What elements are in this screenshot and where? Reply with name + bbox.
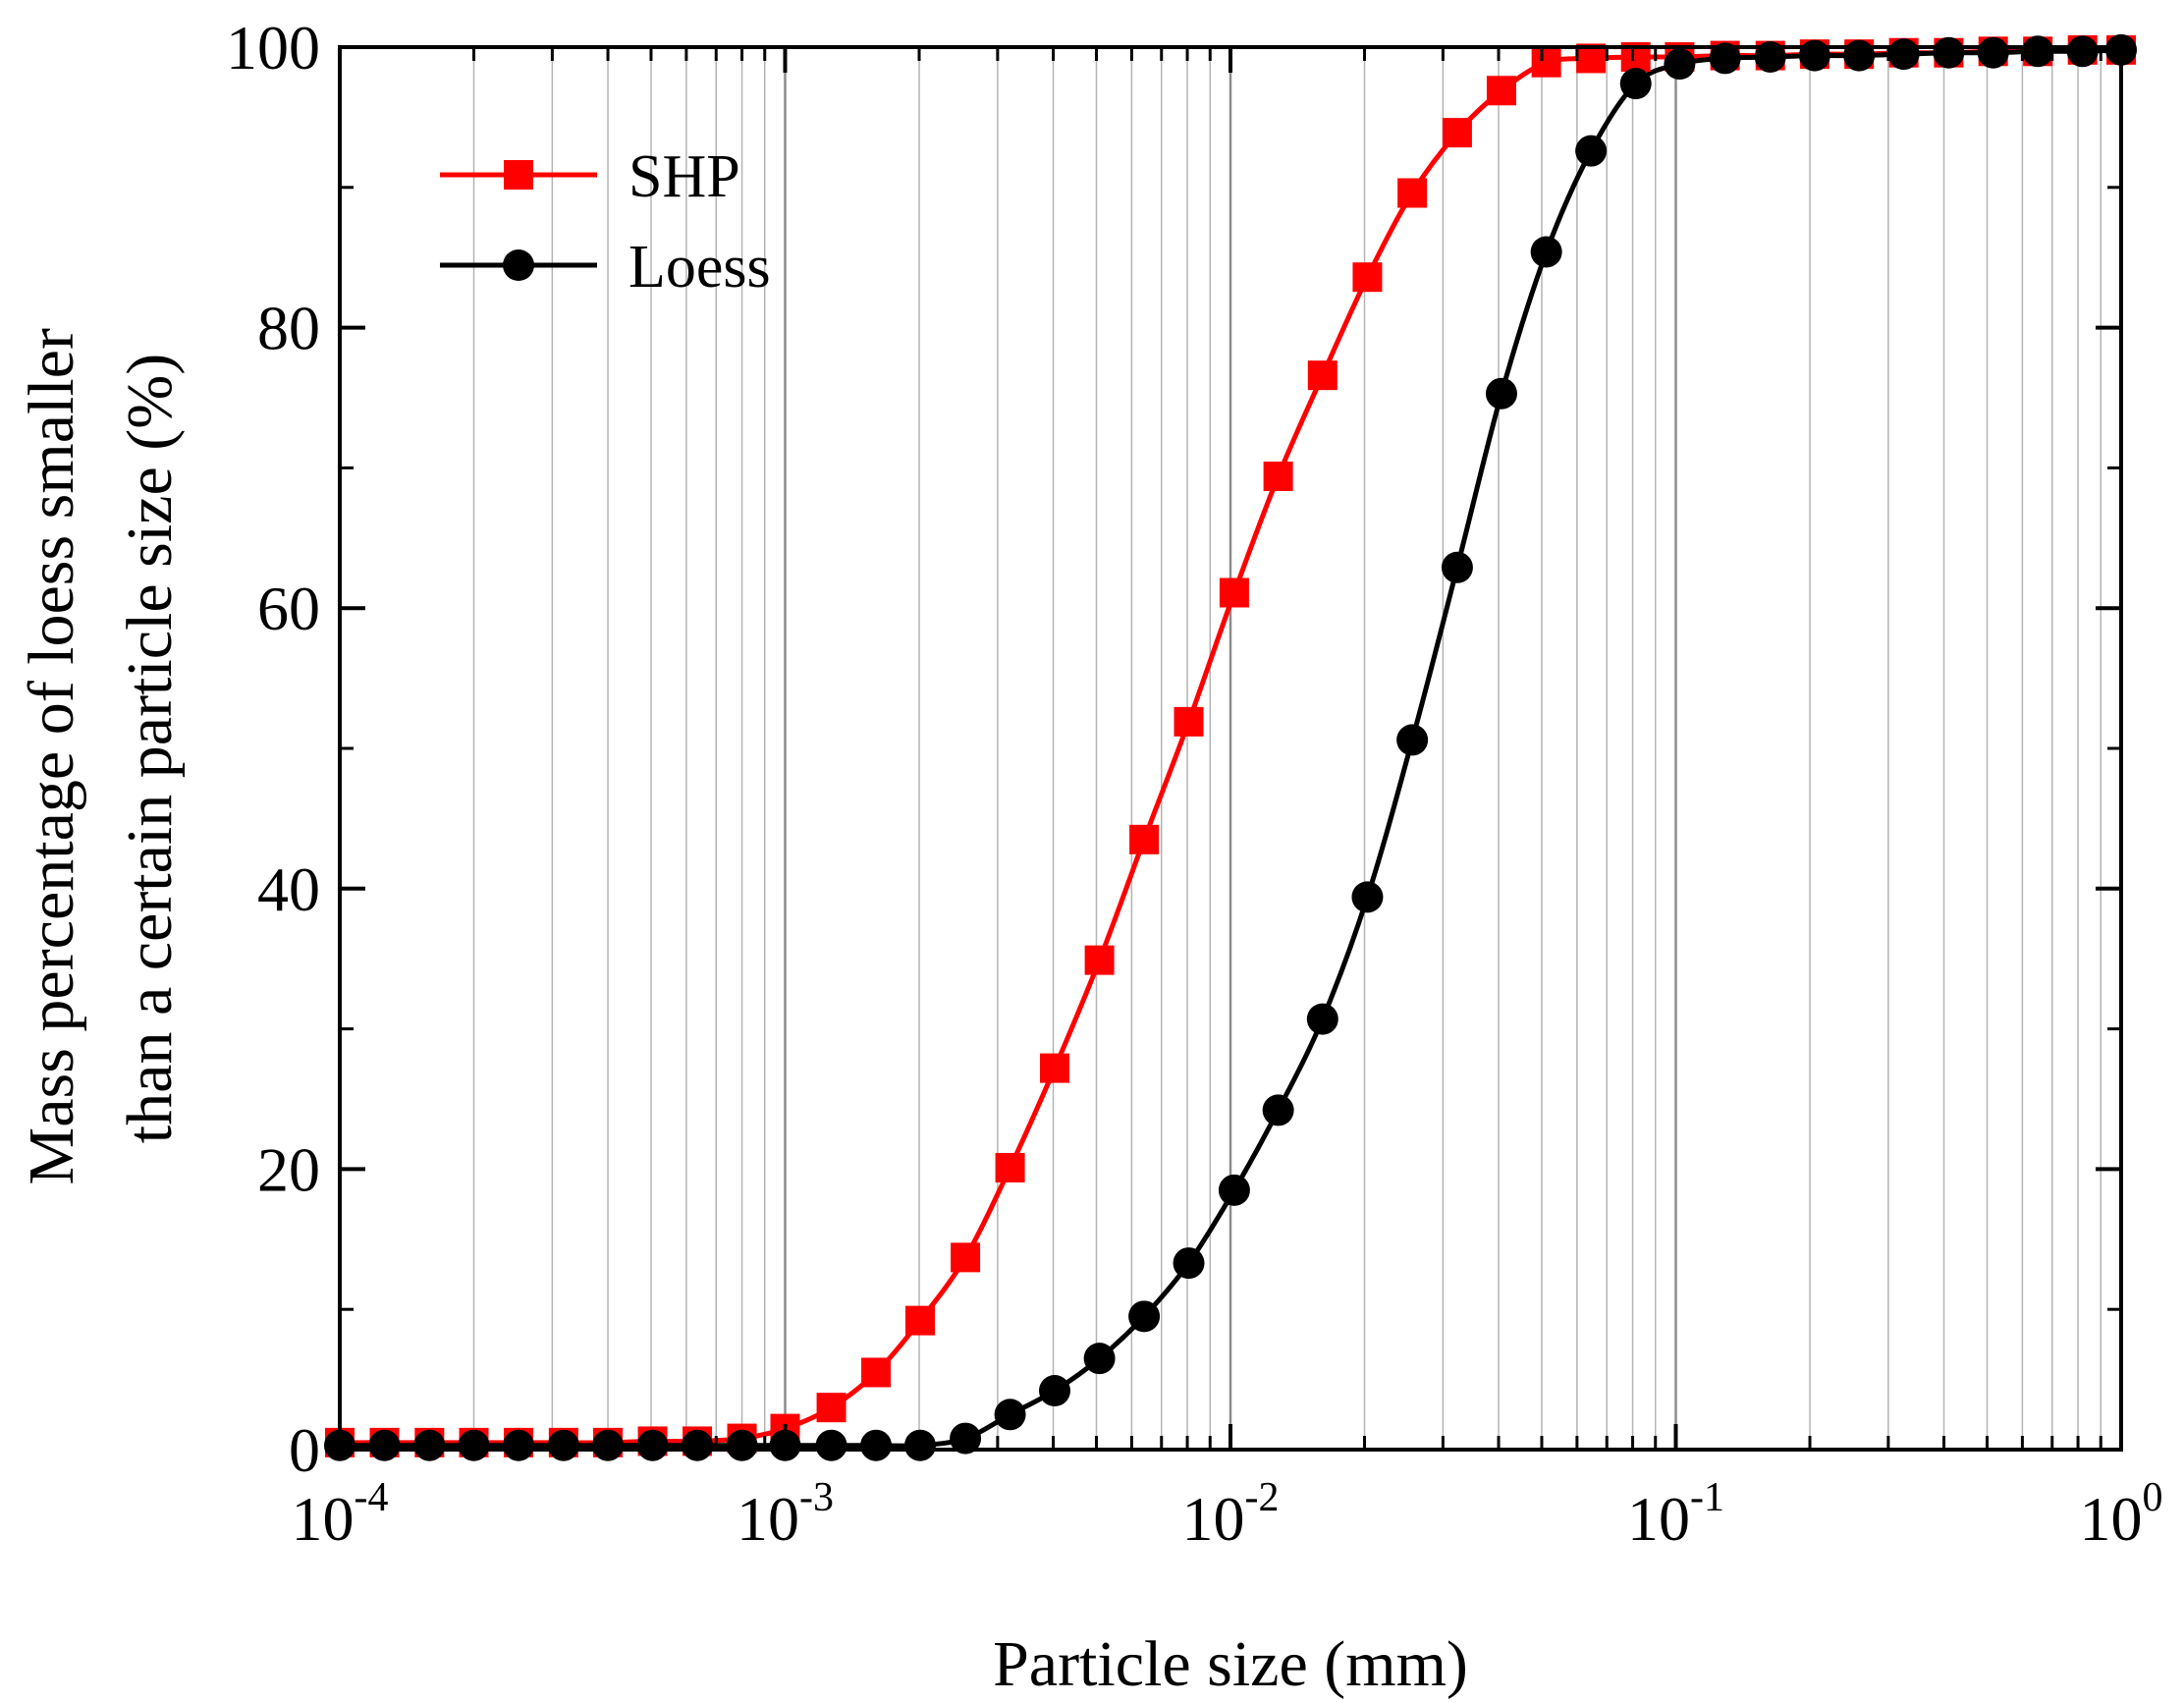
loess-point <box>1351 881 1384 913</box>
loess-point <box>1441 551 1473 583</box>
loess-point <box>1664 48 1696 81</box>
axis-ticks <box>338 45 2123 1452</box>
x-tick-label-base: 10 <box>2080 1484 2143 1554</box>
shp-point <box>951 1242 981 1273</box>
y-axis-title: Mass percentage of loess smaller than a … <box>16 312 186 1185</box>
shp-point <box>1040 1053 1070 1083</box>
loess-point <box>503 1429 535 1461</box>
legend: SHP Loess <box>440 143 771 301</box>
shp-point <box>1129 824 1160 854</box>
shp-point <box>904 1305 935 1336</box>
shp-point <box>861 1357 892 1388</box>
shp-point <box>1219 577 1249 608</box>
y-tick-labels: 0 20 40 60 80 100 <box>226 13 320 1485</box>
loess-point <box>950 1422 982 1455</box>
y-tick-label: 20 <box>257 1134 320 1204</box>
loess-point <box>1977 36 2009 69</box>
loess-point <box>1575 135 1608 167</box>
shp-point <box>1397 178 1428 208</box>
x-tick-label-exponent: 0 <box>2143 1475 2163 1520</box>
loess-point <box>413 1429 446 1461</box>
loess-point <box>547 1429 579 1461</box>
loess-point <box>1843 39 1876 72</box>
shp-point <box>1174 706 1204 737</box>
x-tick-label-base: 10 <box>1627 1484 1690 1554</box>
shp-point <box>995 1152 1025 1182</box>
shp-point <box>816 1393 846 1423</box>
loess-point <box>1396 724 1429 756</box>
loess-point <box>860 1429 893 1461</box>
y-tick-label: 80 <box>257 294 320 363</box>
loess-point <box>1709 42 1741 75</box>
loess-point <box>636 1429 669 1461</box>
shp-point <box>1352 262 1383 293</box>
shp-point <box>1307 360 1338 391</box>
shp-point <box>1084 945 1115 975</box>
x-tick-label-exponent: -1 <box>1690 1475 1724 1520</box>
loess-point <box>815 1429 847 1461</box>
loess-point <box>1798 39 1830 72</box>
x-tick-label: 10-3 <box>737 1475 834 1554</box>
loess-legend-label: Loess <box>628 234 771 301</box>
x-tick-label-exponent: -3 <box>799 1475 834 1520</box>
x-tick-labels: 10-4 10-3 10-2 10-1 100 <box>292 1475 2163 1554</box>
x-tick-label: 10-2 <box>1182 1475 1280 1554</box>
loess-point <box>994 1399 1026 1431</box>
x-tick-label-base: 10 <box>292 1484 355 1554</box>
gridlines <box>472 47 2102 1450</box>
shp-legend-marker <box>504 160 533 190</box>
shp-legend-label: SHP <box>628 143 740 210</box>
shp-point <box>1263 461 1293 491</box>
x-tick-label-base: 10 <box>737 1484 799 1554</box>
x-tick-label: 10-1 <box>1627 1475 1724 1554</box>
shp-point <box>1486 76 1516 106</box>
y-tick-label: 40 <box>257 854 320 924</box>
loess-legend-marker <box>503 249 534 281</box>
y-axis-title-line-2: than a certain particle size (%) <box>114 354 186 1143</box>
loess-point <box>1128 1300 1161 1333</box>
loess-point <box>1933 36 1965 69</box>
loess-point <box>1039 1375 1071 1407</box>
loess-point <box>368 1429 401 1461</box>
loess-point <box>1173 1247 1205 1280</box>
y-tick-label: 60 <box>257 574 320 643</box>
x-tick-label-exponent: -4 <box>355 1475 389 1520</box>
x-tick-label: 100 <box>2080 1475 2163 1554</box>
shp-point <box>1442 118 1472 148</box>
y-axis-title-line-1: Mass percentage of loess smaller <box>16 328 87 1184</box>
loess-point <box>1619 68 1652 100</box>
loess-point <box>1485 377 1517 410</box>
loess-point <box>1306 1003 1338 1035</box>
x-tick-label-base: 10 <box>1182 1484 1245 1554</box>
loess-point <box>1530 236 1562 268</box>
loess-point <box>1887 38 1920 71</box>
x-axis-title: Particle size (mm) <box>993 1628 1468 1700</box>
loess-point <box>2066 35 2099 68</box>
loess-point <box>1083 1343 1116 1375</box>
loess-point <box>682 1429 714 1461</box>
loess-point <box>1262 1094 1294 1126</box>
y-tick-label: 0 <box>289 1415 320 1485</box>
x-tick-label: 10-4 <box>292 1475 389 1554</box>
shp-point <box>1531 47 1561 78</box>
y-tick-label: 100 <box>226 13 320 82</box>
loess-point <box>1218 1174 1250 1206</box>
x-tick-label-exponent: -2 <box>1245 1475 1280 1520</box>
loess-point <box>2022 35 2054 68</box>
